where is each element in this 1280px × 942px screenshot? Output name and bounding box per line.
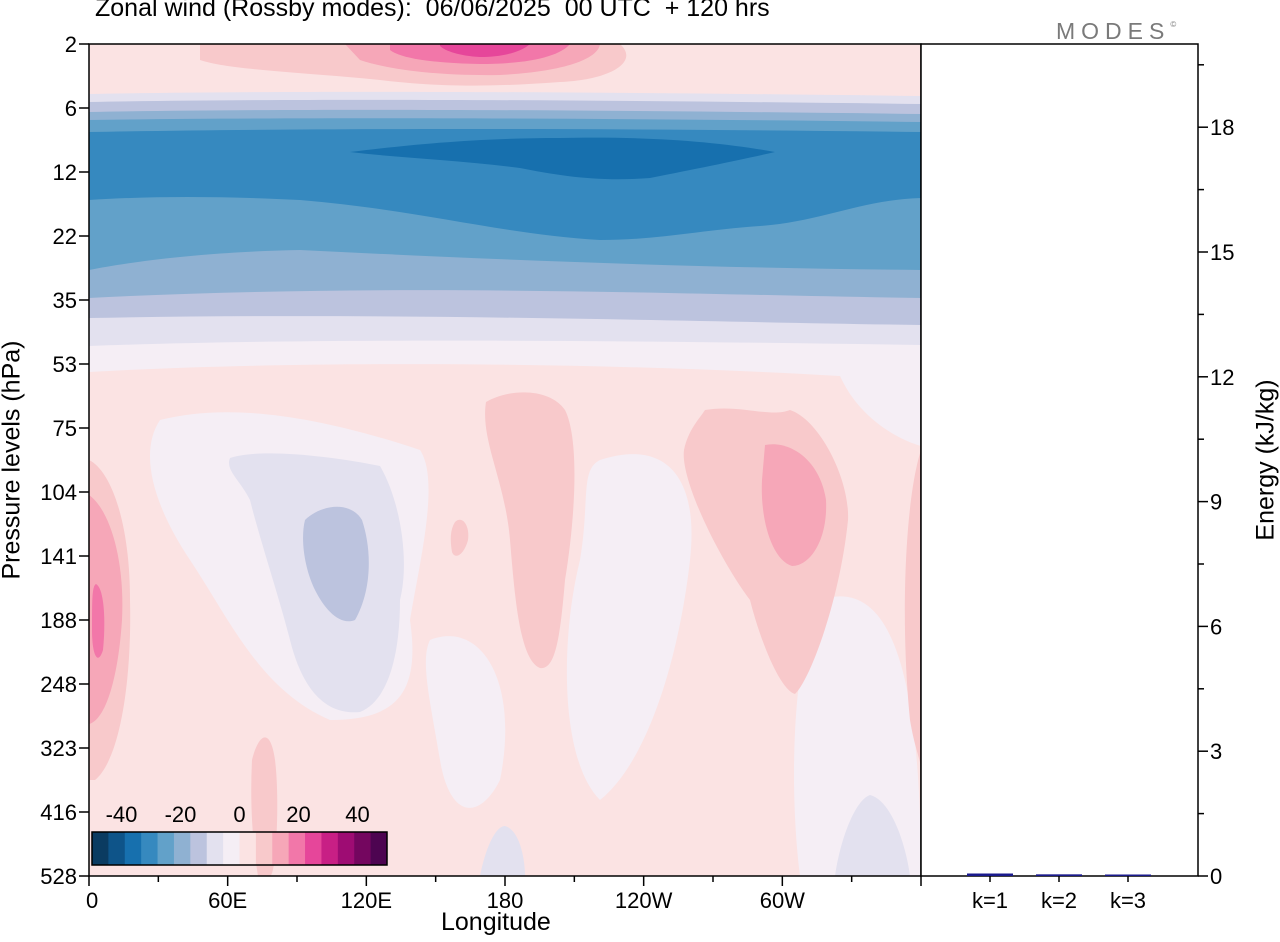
energy-tick-label: 6 [1210,614,1222,639]
contour-pink-low-5 [89,495,123,724]
colorbar-swatch [370,832,388,865]
colorbar: -40 -20 0 20 40 [91,802,388,866]
contour-lower-neutral-4 [425,636,506,808]
x-axis-label: Longitude [441,908,551,936]
colorbar-label: -20 [165,802,197,827]
y-tick-label: 416 [40,800,77,825]
x-tick-label: 180 [487,888,524,913]
colorbar-label: 40 [345,802,369,827]
contour-pink-low-6 [92,584,105,658]
colorbar-label: 0 [233,802,245,827]
energy-tick-label: 9 [1210,490,1222,515]
colorbar-swatch [337,832,355,865]
energy-bar [1036,874,1082,876]
energy-category-label: k=1 [972,888,1008,913]
contour-pink-low-1 [485,392,575,669]
contour-pink-low-9 [450,519,469,556]
energy-tick-label: 0 [1210,864,1222,889]
contour-blue-low-4 [835,795,910,876]
y-tick-label: 141 [40,544,77,569]
energy-axis-label: Energy (kJ/kg) [1251,379,1280,541]
colorbar-swatch [288,832,306,865]
pressure-axis: 2 6 12 22 35 53 75 104 141 188 248 323 416 528 [40,32,89,889]
y-tick-label: 22 [53,224,77,249]
energy-panel-frame [920,43,1199,877]
y-tick-label: 53 [53,352,77,377]
contour-pink-top-5 [440,44,530,57]
logo-text: MODES [1056,18,1171,44]
contour-pink-low-3 [761,444,827,566]
y-tick-label: 35 [53,288,77,313]
energy-tick-label: 15 [1210,240,1234,265]
energy-bars: k=1 k=2 k=3 [967,873,1151,913]
colorbar-swatch [255,832,273,865]
colorbar-label: 20 [286,802,310,827]
colorbar-swatch [305,832,322,865]
energy-bar [967,873,1013,876]
contour-blue-6 [350,137,775,180]
colorbar-swatch [92,832,109,865]
energy-tick-label: 12 [1210,365,1234,390]
contour-lower-neutral-3 [794,596,921,876]
y-tick-label: 323 [40,736,77,761]
y-tick-label: 75 [53,416,77,441]
y-tick-label: 2 [65,32,77,57]
colorbar-label: -40 [106,802,138,827]
chart-title: Zonal wind (Rossby modes): 06/06/2025 00… [95,0,770,22]
contour-blue-low-3 [480,826,525,876]
x-tick-label: 60E [208,888,247,913]
energy-bar [1105,874,1151,876]
colorbar-swatch [206,832,224,865]
logo-mark: © [1170,20,1177,29]
colorbar-swatch [124,832,142,865]
energy-tick-label: 3 [1210,739,1222,764]
energy-category-label: k=2 [1041,888,1077,913]
x-tick-label: 120E [341,888,392,913]
colorbar-swatch [173,832,191,865]
energy-category-label: k=3 [1110,888,1146,913]
colorbar-frame [91,831,388,866]
x-tick-label: 0 [86,888,98,913]
colorbar-swatch [272,832,290,865]
colorbar-swatch [239,832,257,865]
y-tick-label: 6 [65,96,77,121]
y-tick-label: 528 [40,864,77,889]
contour-blue-low-2 [303,506,369,622]
y-tick-label: 104 [40,480,77,505]
y-axis-label: Pressure levels (hPa) [0,340,26,580]
y-tick-label: 12 [53,160,77,185]
x-tick-label: 60W [760,888,805,913]
colorbar-swatch [141,832,159,865]
contour-lower-neutral-2 [566,454,692,800]
colorbar-swatch [108,832,126,865]
x-tick-label: 120W [615,888,673,913]
y-tick-label: 248 [40,672,77,697]
colorbar-swatch [223,832,240,865]
colorbar-swatch [354,832,372,865]
colorbar-swatch [190,832,208,865]
zonal-wind-field [89,44,921,876]
contour-pink-low-7 [904,450,921,770]
energy-axis: 0 3 6 9 12 15 18 [1198,64,1234,889]
longitude-axis: 0 60E 120E 180 120W 60W [86,876,922,913]
colorbar-swatch [157,832,175,865]
energy-tick-label: 18 [1210,115,1234,140]
colorbar-swatch [321,832,339,865]
y-tick-label: 188 [40,608,77,633]
modes-logo: MODES© [1056,18,1176,45]
